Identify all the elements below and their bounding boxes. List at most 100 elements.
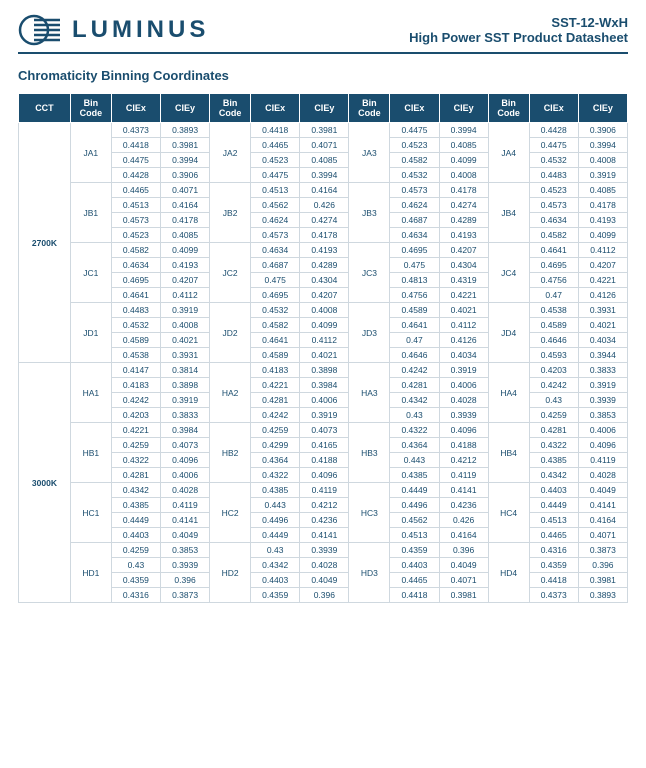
ciex-cell: 0.4695: [251, 288, 300, 303]
ciex-cell: 0.4582: [251, 318, 300, 333]
ciey-cell: 0.3919: [160, 393, 209, 408]
ciey-cell: 0.4096: [439, 423, 488, 438]
ciex-cell: 0.4573: [529, 198, 578, 213]
bin-code-cell: HB2: [210, 423, 251, 483]
ciey-cell: 0.4236: [300, 513, 349, 528]
ciey-cell: 0.3833: [160, 408, 209, 423]
ciey-cell: 0.4071: [160, 183, 209, 198]
ciey-cell: 0.4021: [578, 318, 627, 333]
bin-code-cell: JA3: [349, 123, 390, 183]
ciey-cell: 0.3984: [300, 378, 349, 393]
ciex-cell: 0.4359: [251, 588, 300, 603]
ciex-cell: 0.47: [529, 288, 578, 303]
ciex-cell: 0.4147: [111, 363, 160, 378]
ciex-cell: 0.4813: [390, 273, 439, 288]
ciex-cell: 0.43: [111, 558, 160, 573]
logo: LUMINUS: [18, 14, 209, 46]
brand-name: LUMINUS: [72, 16, 209, 44]
ciex-cell: 0.4418: [111, 138, 160, 153]
ciey-cell: 0.4073: [300, 423, 349, 438]
ciey-cell: 0.4319: [439, 273, 488, 288]
ciey-cell: 0.3939: [160, 558, 209, 573]
ciey-cell: 0.3919: [300, 408, 349, 423]
ciex-cell: 0.4242: [390, 363, 439, 378]
ciey-cell: 0.3981: [439, 588, 488, 603]
ciex-cell: 0.4281: [111, 468, 160, 483]
ciex-cell: 0.4634: [251, 243, 300, 258]
bin-code-cell: HD4: [488, 543, 529, 603]
ciex-cell: 0.4364: [390, 438, 439, 453]
ciey-cell: 0.3984: [160, 423, 209, 438]
ciex-cell: 0.43: [251, 543, 300, 558]
ciex-cell: 0.4634: [390, 228, 439, 243]
bin-code-cell: HB1: [70, 423, 111, 483]
col-bin: Bin Code: [349, 94, 390, 123]
ciex-cell: 0.4624: [251, 213, 300, 228]
ciey-cell: 0.4193: [160, 258, 209, 273]
ciex-cell: 0.4259: [111, 438, 160, 453]
ciey-cell: 0.4193: [300, 243, 349, 258]
ciey-cell: 0.3893: [160, 123, 209, 138]
ciey-cell: 0.3939: [439, 408, 488, 423]
bin-code-cell: JD3: [349, 303, 390, 363]
ciex-cell: 0.4465: [529, 528, 578, 543]
ciey-cell: 0.3931: [578, 303, 627, 318]
ciey-cell: 0.3994: [300, 168, 349, 183]
ciex-cell: 0.4385: [390, 468, 439, 483]
ciex-cell: 0.4418: [251, 123, 300, 138]
ciex-cell: 0.4281: [251, 393, 300, 408]
bin-code-cell: HA3: [349, 363, 390, 423]
ciey-cell: 0.3939: [300, 543, 349, 558]
document-title: SST-12-WxH High Power SST Product Datash…: [409, 15, 628, 45]
ciex-cell: 0.4359: [111, 573, 160, 588]
ciex-cell: 0.4475: [111, 153, 160, 168]
ciex-cell: 0.4316: [529, 543, 578, 558]
ciey-cell: 0.3919: [578, 168, 627, 183]
ciey-cell: 0.4071: [439, 573, 488, 588]
ciex-cell: 0.4756: [390, 288, 439, 303]
ciex-cell: 0.4342: [251, 558, 300, 573]
ciex-cell: 0.4475: [251, 168, 300, 183]
ciey-cell: 0.4221: [578, 273, 627, 288]
ciex-cell: 0.4756: [529, 273, 578, 288]
ciex-cell: 0.4475: [529, 138, 578, 153]
bin-code-cell: JB1: [70, 183, 111, 243]
bin-code-cell: HA1: [70, 363, 111, 423]
bin-code-cell: HB4: [488, 423, 529, 483]
ciey-cell: 0.396: [578, 558, 627, 573]
ciey-cell: 0.4274: [300, 213, 349, 228]
ciey-cell: 0.3981: [300, 123, 349, 138]
ciex-cell: 0.4496: [251, 513, 300, 528]
ciey-cell: 0.4034: [439, 348, 488, 363]
ciey-cell: 0.4096: [160, 453, 209, 468]
ciex-cell: 0.4259: [251, 423, 300, 438]
ciex-cell: 0.4281: [529, 423, 578, 438]
ciey-cell: 0.4165: [300, 438, 349, 453]
ciey-cell: 0.4085: [439, 138, 488, 153]
ciey-cell: 0.4304: [439, 258, 488, 273]
ciex-cell: 0.4573: [390, 183, 439, 198]
ciey-cell: 0.3906: [578, 123, 627, 138]
bin-code-cell: HC3: [349, 483, 390, 543]
ciey-cell: 0.4164: [300, 183, 349, 198]
ciey-cell: 0.3944: [578, 348, 627, 363]
ciex-cell: 0.4532: [390, 168, 439, 183]
ciey-cell: 0.3853: [160, 543, 209, 558]
col-ciey: CIEy: [578, 94, 627, 123]
ciex-cell: 0.4582: [111, 243, 160, 258]
ciex-cell: 0.4496: [390, 498, 439, 513]
ciex-cell: 0.4523: [529, 183, 578, 198]
ciex-cell: 0.4449: [111, 513, 160, 528]
ciex-cell: 0.4465: [251, 138, 300, 153]
bin-code-cell: JA2: [210, 123, 251, 183]
ciey-cell: 0.4212: [439, 453, 488, 468]
col-ciex: CIEx: [529, 94, 578, 123]
ciey-cell: 0.4021: [439, 303, 488, 318]
ciex-cell: 0.4483: [529, 168, 578, 183]
ciey-cell: 0.3981: [578, 573, 627, 588]
ciex-cell: 0.4221: [111, 423, 160, 438]
ciey-cell: 0.4207: [300, 288, 349, 303]
ciex-cell: 0.43: [529, 393, 578, 408]
bin-code-cell: HD2: [210, 543, 251, 603]
bin-code-cell: JB4: [488, 183, 529, 243]
